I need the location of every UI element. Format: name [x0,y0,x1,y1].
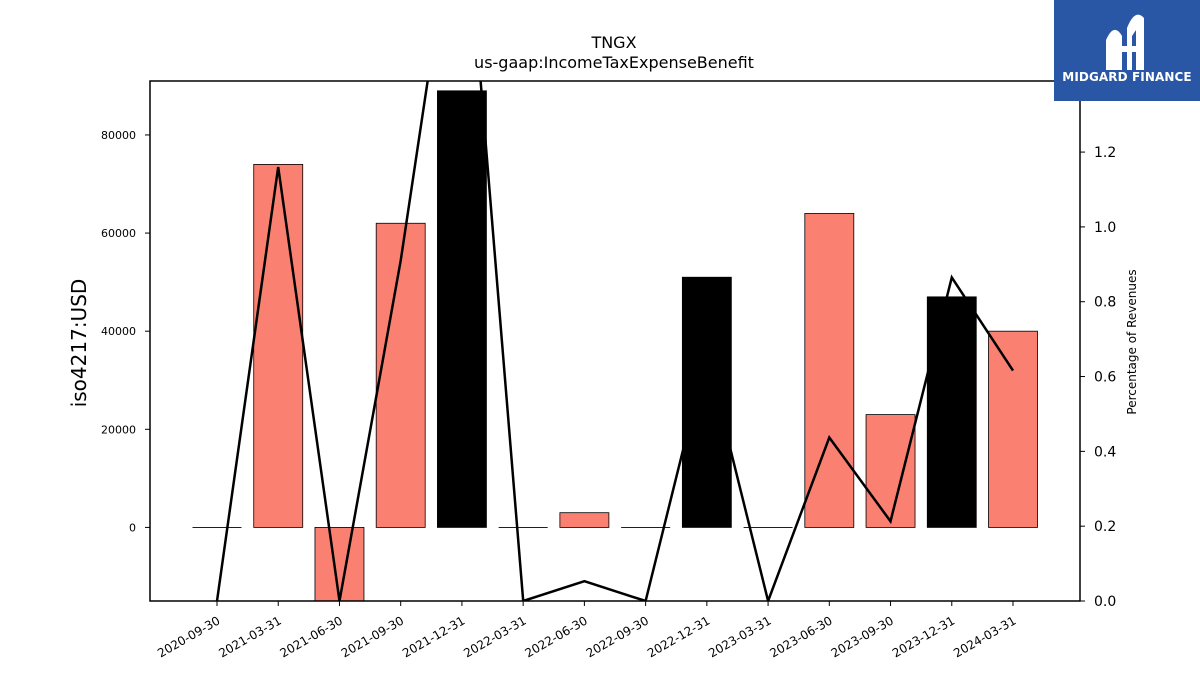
y-tick-label: 0 [129,521,136,534]
x-tick-label: 2021-06-30 [278,613,345,660]
bar [437,90,487,528]
y2-tick-label: 1.2 [1094,145,1116,161]
x-tick-label: 2022-03-31 [461,613,528,660]
x-tick-label: 2023-09-30 [829,613,896,660]
x-tick-label: 2024-03-31 [951,613,1018,660]
x-tick-label: 2023-06-30 [767,613,834,660]
midgard-finance-logo: MIDGARD FINANCE [1054,0,1200,101]
y-tick-label: 60000 [101,227,136,240]
x-tick-label: 2022-12-31 [645,613,712,660]
logo-mark-icon [1106,14,1144,71]
bar [559,512,610,528]
brand-name: MIDGARD FINANCE [1062,70,1192,84]
bar [865,414,916,528]
plot-frame [149,80,1081,602]
x-tick-label: 2020-09-30 [155,613,222,660]
y2-tick-label: 0.4 [1094,444,1116,460]
x-axis: 2020-09-302021-03-312021-06-302021-09-30… [155,601,1019,660]
y2-tick-label: 0.6 [1094,370,1116,386]
x-tick-label: 2022-06-30 [522,613,589,660]
chart-subtitle: us-gaap:IncomeTaxExpenseBenefit [474,53,754,72]
bar-layer [192,90,1038,602]
y-tick-label: 40000 [101,325,136,338]
y-axis-left: 0 20000 40000 60000 80000 [101,129,150,534]
bar [253,163,304,528]
bar [804,213,855,528]
y2-tick-label: 0.0 [1094,594,1116,610]
y-tick-label: 80000 [101,129,136,142]
x-tick-label: 2023-03-31 [706,613,773,660]
y2-axis-label: Percentage of Revenues [1125,269,1139,414]
bar [681,276,732,528]
bar [926,296,977,528]
y2-tick-label: 0.2 [1094,519,1116,535]
bar [375,222,426,528]
x-tick-label: 2021-09-30 [339,613,406,660]
percentage-line [215,81,1015,601]
y-axis-right: 0.0 0.2 0.4 0.6 0.8 1.0 1.2 [1080,145,1116,610]
bar [314,527,365,602]
x-tick-label: 2021-03-31 [216,613,283,660]
x-tick-label: 2023-12-31 [890,613,957,660]
bar [988,330,1038,528]
y-axis-label: iso4217:USD [67,279,91,408]
y2-tick-label: 0.8 [1094,295,1116,311]
line-layer [215,81,1015,601]
x-tick-label: 2021-12-31 [400,613,467,660]
y2-tick-label: 1.0 [1094,220,1116,236]
x-tick-label: 2022-09-30 [584,613,651,660]
y-tick-label: 20000 [101,423,136,436]
chart-title: TNGX [590,33,636,52]
